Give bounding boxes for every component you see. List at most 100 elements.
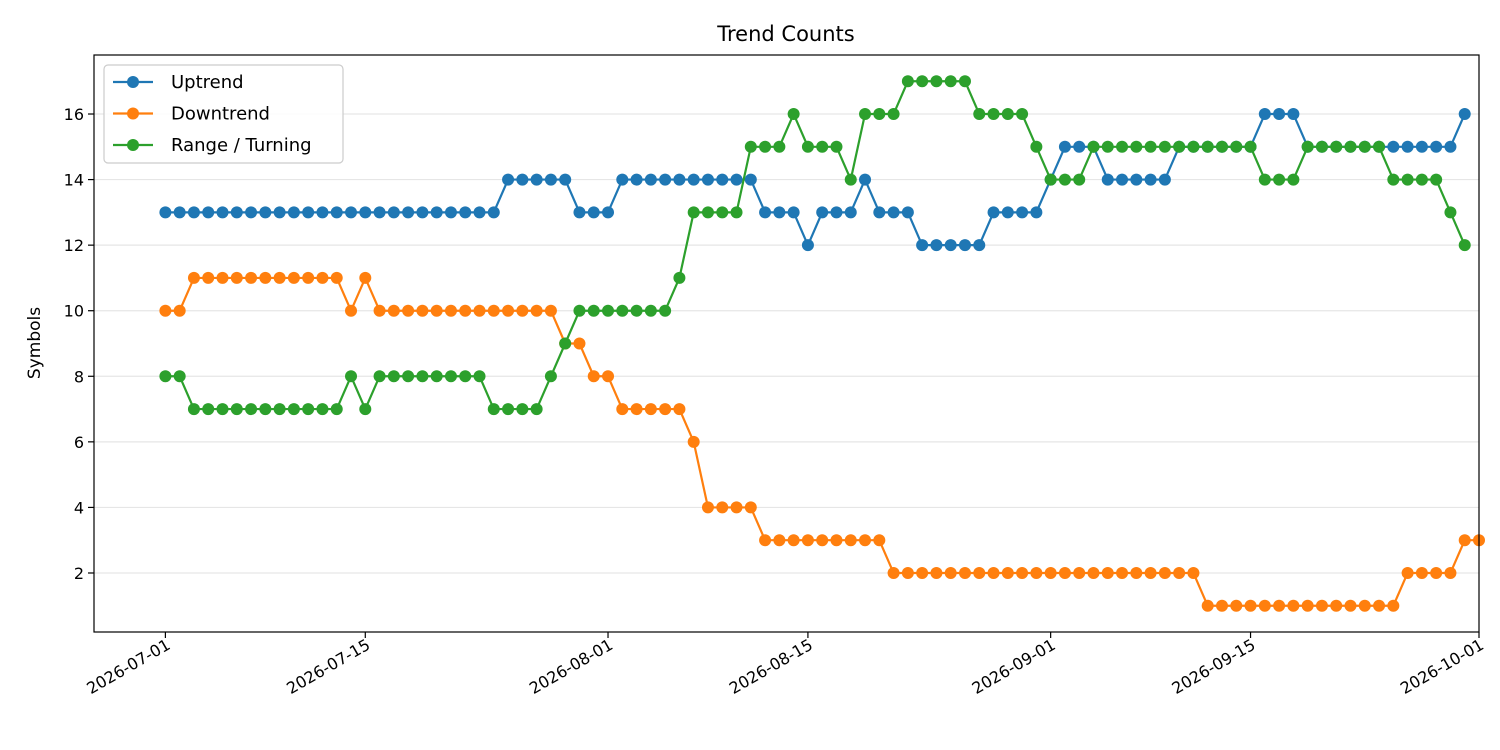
range-turning-point <box>459 370 472 383</box>
range-turning-point <box>1330 140 1343 153</box>
y-tick-label: 2 <box>74 564 84 583</box>
uptrend-point <box>644 173 657 186</box>
downtrend-point <box>644 403 657 416</box>
uptrend-point <box>602 206 615 219</box>
range-turning-point <box>1430 173 1443 186</box>
chart-title: Trend Counts <box>716 22 854 46</box>
uptrend-point <box>1144 173 1157 186</box>
range-turning-point <box>659 304 672 317</box>
range-turning-point <box>1415 173 1428 186</box>
downtrend-point <box>1330 599 1343 612</box>
range-turning-point <box>1230 140 1243 153</box>
range-turning-point <box>1044 173 1057 186</box>
legend-range-turning-label: Range / Turning <box>171 135 312 156</box>
range-turning-point <box>287 403 300 416</box>
range-turning-point <box>1030 140 1043 153</box>
downtrend-point <box>1044 566 1057 579</box>
range-turning-point <box>773 140 786 153</box>
downtrend-point <box>787 534 800 547</box>
range-turning-point <box>587 304 600 317</box>
uptrend-point <box>773 206 786 219</box>
downtrend-point <box>1101 566 1114 579</box>
range-turning-point <box>402 370 415 383</box>
uptrend-point <box>716 173 729 186</box>
range-turning-point <box>230 403 243 416</box>
legend: Uptrend Downtrend Range / Turning <box>103 64 344 164</box>
range-turning-point <box>1016 108 1029 121</box>
uptrend-point <box>1101 173 1114 186</box>
uptrend-point <box>801 239 814 252</box>
uptrend-point <box>345 206 358 219</box>
range-turning-point <box>716 206 729 219</box>
downtrend-point <box>730 501 743 514</box>
uptrend-point <box>402 206 415 219</box>
downtrend-point <box>1458 534 1471 547</box>
legend-downtrend-label: Downtrend <box>171 104 270 125</box>
uptrend-point <box>1444 140 1457 153</box>
downtrend-point <box>816 534 829 547</box>
range-turning-point <box>1344 140 1357 153</box>
uptrend-point <box>787 206 800 219</box>
uptrend-point <box>816 206 829 219</box>
downtrend-point <box>230 271 243 284</box>
range-turning-point <box>787 108 800 121</box>
downtrend-point <box>916 566 929 579</box>
downtrend-point <box>1116 566 1129 579</box>
range-turning-point <box>316 403 329 416</box>
downtrend-point <box>944 566 957 579</box>
downtrend-point <box>1130 566 1143 579</box>
uptrend-point <box>1130 173 1143 186</box>
range-turning-point <box>345 370 358 383</box>
y-tick-label: 4 <box>74 498 84 517</box>
uptrend-point <box>1287 108 1300 121</box>
uptrend-point <box>159 206 172 219</box>
uptrend-point <box>459 206 472 219</box>
uptrend-point <box>273 206 286 219</box>
downtrend-point <box>1201 599 1214 612</box>
uptrend-point <box>1415 140 1428 153</box>
range-turning-point <box>887 108 900 121</box>
range-turning-point <box>630 304 643 317</box>
range-turning-point <box>159 370 172 383</box>
uptrend-point <box>944 239 957 252</box>
range-turning-point <box>673 271 686 284</box>
downtrend-point <box>887 566 900 579</box>
uptrend-point <box>573 206 586 219</box>
downtrend-point <box>1430 566 1443 579</box>
downtrend-point <box>373 304 386 317</box>
downtrend-point <box>487 304 500 317</box>
downtrend-point <box>1215 599 1228 612</box>
range-turning-point <box>1158 140 1171 153</box>
uptrend-point <box>1258 108 1271 121</box>
downtrend-point <box>459 304 472 317</box>
uptrend-point <box>259 206 272 219</box>
uptrend-point <box>173 206 186 219</box>
downtrend-point <box>1230 599 1243 612</box>
range-turning-point <box>173 370 186 383</box>
downtrend-point <box>316 271 329 284</box>
range-turning-point <box>687 206 700 219</box>
downtrend-point <box>530 304 543 317</box>
uptrend-point <box>359 206 372 219</box>
uptrend-point <box>1030 206 1043 219</box>
y-axis-label: Symbols <box>25 307 45 379</box>
range-turning-point <box>273 403 286 416</box>
downtrend-point <box>830 534 843 547</box>
downtrend-point <box>345 304 358 317</box>
range-turning-point <box>1358 140 1371 153</box>
downtrend-point <box>958 566 971 579</box>
downtrend-point <box>1287 599 1300 612</box>
legend-uptrend-marker <box>127 76 139 88</box>
range-turning-point <box>259 403 272 416</box>
range-turning-point <box>1287 173 1300 186</box>
uptrend-point <box>973 239 986 252</box>
uptrend-point <box>1458 108 1471 121</box>
y-tick-label: 10 <box>64 302 84 321</box>
downtrend-point <box>245 271 258 284</box>
downtrend-point <box>1373 599 1386 612</box>
range-turning-point <box>387 370 400 383</box>
downtrend-point <box>1401 566 1414 579</box>
downtrend-point <box>1087 566 1100 579</box>
range-turning-point <box>801 140 814 153</box>
range-turning-point <box>1315 140 1328 153</box>
